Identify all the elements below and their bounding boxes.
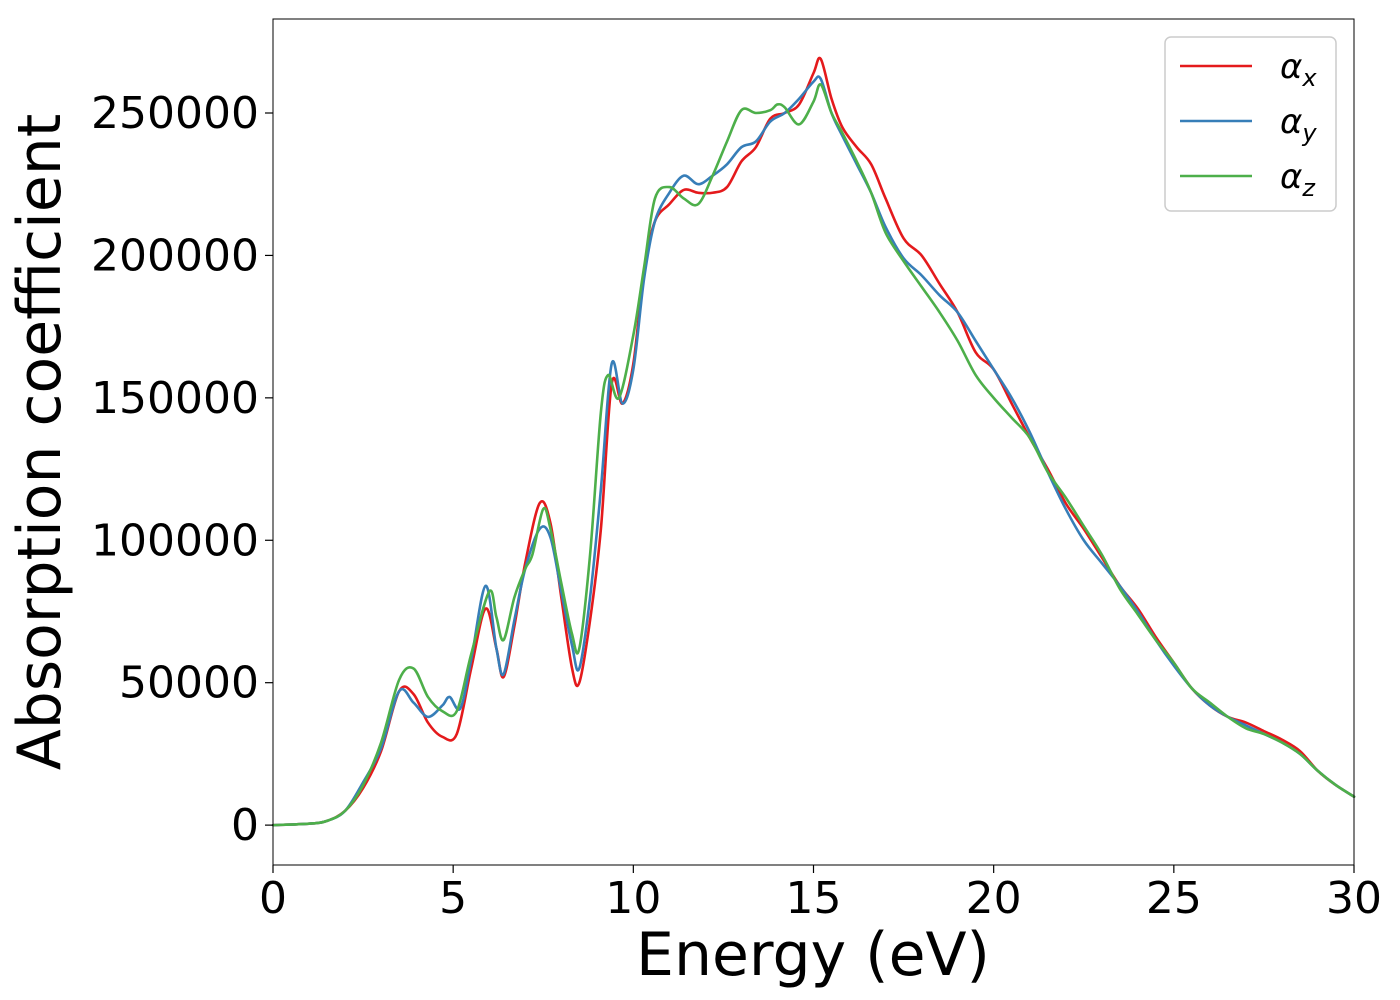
x-tick-label: 15 [786,873,842,924]
x-axis-title: Energy (eV) [636,920,990,990]
y-tick-label: 100000 [91,515,259,566]
y-tick-label: 50000 [119,658,259,709]
x-axis-ticks: 0 5 10 15 20 25 30 [259,865,1382,924]
x-tick-label: 25 [1146,873,1202,924]
x-tick-label: 0 [259,873,287,924]
x-tick-label: 5 [439,873,467,924]
x-tick-label: 20 [966,873,1022,924]
y-axis-ticks: 0 50000 100000 150000 200000 250000 [91,88,273,851]
x-tick-label: 30 [1326,873,1382,924]
y-tick-label: 250000 [91,88,259,139]
y-axis-title: Absorption coefficient [5,114,75,771]
y-tick-label: 0 [231,800,259,851]
y-tick-label: 200000 [91,230,259,281]
series-layer [271,56,1356,827]
series-line-alpha-z [271,83,1356,827]
x-tick-label: 10 [605,873,661,924]
y-tick-label: 150000 [91,373,259,424]
series-line-alpha-x [271,56,1356,827]
legend-box [1164,36,1337,212]
